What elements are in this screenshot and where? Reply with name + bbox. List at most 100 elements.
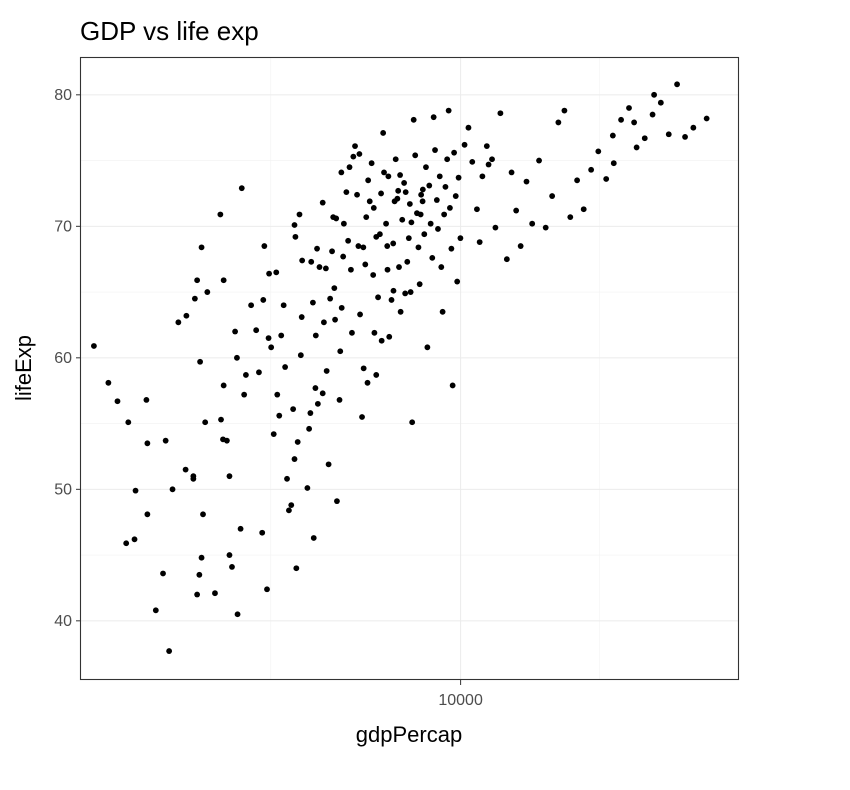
- data-point: [508, 169, 515, 176]
- x-tick-label: 10000: [438, 692, 483, 709]
- data-point: [314, 245, 320, 252]
- data-point: [331, 285, 338, 292]
- data-point: [312, 385, 319, 391]
- data-point: [321, 319, 327, 326]
- data-point: [291, 456, 298, 462]
- data-point: [266, 270, 272, 277]
- data-point: [292, 233, 299, 240]
- data-point: [703, 115, 710, 122]
- data-point: [448, 245, 455, 252]
- data-point: [451, 149, 457, 156]
- data-point: [452, 193, 459, 199]
- data-point: [217, 211, 224, 218]
- data-point: [354, 191, 360, 198]
- data-point: [291, 222, 298, 228]
- data-point: [457, 235, 464, 242]
- data-point: [293, 565, 300, 572]
- data-point: [162, 437, 169, 444]
- data-point: [343, 189, 350, 196]
- data-point: [618, 116, 624, 123]
- data-point: [424, 344, 431, 351]
- data-point: [363, 214, 370, 221]
- data-point: [384, 243, 391, 249]
- data-point: [489, 156, 495, 163]
- data-point: [310, 535, 317, 541]
- data-point: [364, 379, 371, 386]
- data-point: [196, 571, 203, 578]
- data-point: [123, 540, 130, 547]
- data-point: [278, 332, 285, 339]
- data-point: [322, 265, 329, 272]
- data-point: [641, 135, 648, 142]
- y-tick-label: 60: [54, 350, 72, 367]
- data-point: [426, 182, 433, 189]
- data-point: [603, 176, 610, 182]
- data-point: [386, 333, 393, 340]
- data-point: [674, 81, 680, 88]
- data-point: [362, 261, 369, 268]
- data-point: [204, 289, 211, 295]
- data-point: [306, 425, 313, 432]
- data-point: [191, 295, 198, 302]
- data-point: [338, 304, 345, 311]
- data-point: [143, 397, 150, 403]
- data-point: [253, 327, 260, 334]
- data-point: [633, 144, 640, 151]
- data-point: [378, 337, 385, 344]
- data-point: [169, 486, 176, 493]
- data-point: [288, 502, 295, 509]
- data-point: [435, 226, 441, 232]
- data-point: [359, 414, 365, 420]
- data-point: [626, 105, 632, 111]
- data-point: [438, 264, 445, 270]
- data-point: [419, 198, 426, 205]
- data-point: [337, 348, 344, 355]
- data-point: [356, 151, 363, 157]
- data-point: [561, 107, 568, 114]
- data-point: [256, 369, 262, 376]
- plot-panel-border: [79, 56, 740, 681]
- data-point: [286, 507, 292, 514]
- data-point: [384, 266, 391, 273]
- data-point: [404, 258, 411, 265]
- data-point: [402, 290, 409, 297]
- data-point: [444, 156, 451, 163]
- data-point: [368, 160, 375, 167]
- data-point: [439, 308, 446, 315]
- data-point: [418, 191, 425, 198]
- data-point: [297, 352, 304, 359]
- data-point: [397, 308, 404, 315]
- data-point: [423, 164, 429, 171]
- data-point: [517, 243, 524, 249]
- data-point: [310, 299, 316, 306]
- data-point: [340, 220, 347, 227]
- data-point: [234, 354, 240, 361]
- data-point: [274, 391, 281, 398]
- data-point: [224, 437, 230, 444]
- data-point: [555, 119, 562, 126]
- data-point: [234, 611, 241, 618]
- data-point: [268, 344, 275, 351]
- data-point: [536, 157, 542, 164]
- data-point: [529, 220, 536, 227]
- data-point: [308, 258, 315, 265]
- data-point: [336, 397, 343, 403]
- data-point: [399, 216, 406, 223]
- data-point: [433, 197, 440, 203]
- data-point: [365, 177, 372, 184]
- data-point: [388, 297, 395, 303]
- data-point: [332, 316, 338, 323]
- data-point: [360, 244, 367, 251]
- y-axis-ticks: 40 50 60 70 80: [54, 87, 81, 630]
- data-point: [152, 607, 159, 614]
- data-point: [352, 143, 358, 150]
- data-point: [416, 281, 423, 288]
- data-point: [237, 525, 244, 532]
- data-point: [442, 183, 449, 190]
- data-point: [373, 372, 380, 378]
- data-point: [264, 586, 270, 593]
- data-point: [370, 272, 377, 278]
- data-point: [542, 224, 549, 231]
- data-point: [348, 266, 354, 273]
- x-axis-label: gdpPercap: [356, 722, 462, 747]
